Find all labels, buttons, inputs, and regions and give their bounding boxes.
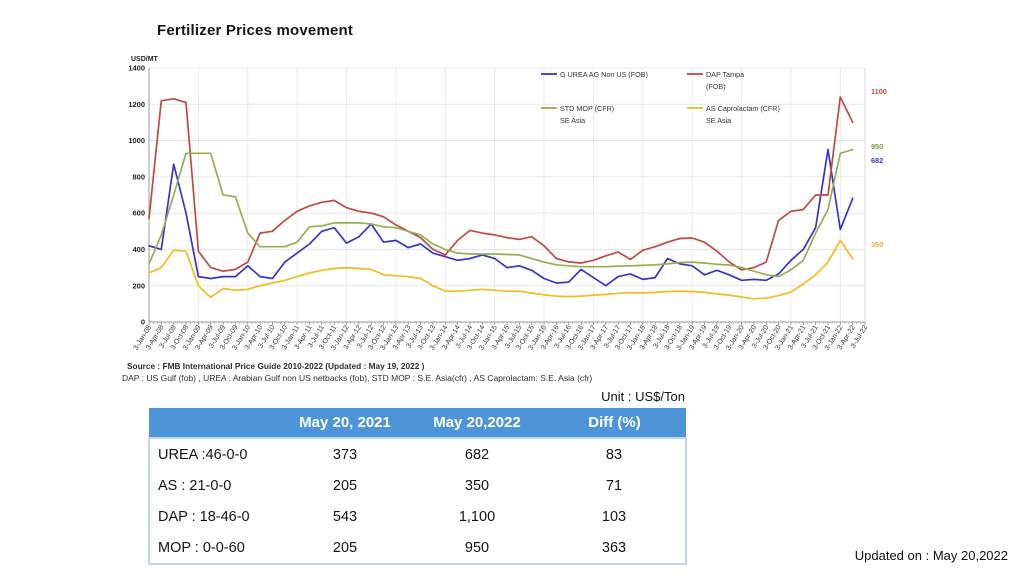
product-label: DAP : 18-46-0	[149, 501, 279, 532]
price-2022: 682	[411, 438, 543, 470]
legend-label-mop: STD MOP (CFR)	[560, 104, 614, 113]
y-tick-label: 0	[141, 318, 145, 327]
chart-title: Fertilizer Prices movement	[157, 22, 354, 39]
diff-percent: 71	[543, 470, 686, 501]
diff-percent: 363	[543, 532, 686, 564]
price-2022: 950	[411, 532, 543, 564]
updated-on-label: Updated on : May 20,2022	[854, 548, 1008, 563]
series-line-urea	[148, 148, 854, 287]
table-row-dap: DAP : 18-46-0 543 1,100 103	[149, 501, 686, 532]
definitions-note: DAP : US Gulf (fob) , UREA : Arabian Gul…	[122, 373, 593, 383]
price-comparison-table: May 20, 2021 May 20,2022 Diff (%) UREA :…	[148, 408, 687, 565]
legend-label-urea: G UREA AG Non US (FOB)	[560, 70, 648, 79]
table-row-as: AS : 21-0-0 205 350 71	[149, 470, 686, 501]
source-note: Source : FMB International Price Guide 2…	[127, 361, 425, 371]
y-tick-label: 1200	[128, 100, 145, 109]
end-value-label: 1100	[871, 87, 887, 96]
diff-percent: 103	[543, 501, 686, 532]
end-value-label: 950	[871, 142, 883, 151]
legend-label-as: SE Asia	[706, 116, 731, 125]
table-header-blank	[149, 408, 279, 438]
price-2021: 373	[279, 438, 411, 470]
unit-label: Unit : US$/Ton	[601, 389, 685, 404]
fertilizer-prices-line-chart: USD/MT02004006008001000120014003-Jan-083…	[128, 56, 887, 352]
diff-percent: 83	[543, 438, 686, 470]
table-row-urea: UREA :46-0-0 373 682 83	[149, 438, 686, 470]
price-2021: 205	[279, 470, 411, 501]
product-label: AS : 21-0-0	[149, 470, 279, 501]
table-header-may-2022: May 20,2022	[411, 408, 543, 438]
price-2022: 1,100	[411, 501, 543, 532]
legend-label-dap: (FOB)	[706, 82, 726, 91]
legend-label-dap: DAP Tampa	[706, 70, 744, 79]
series-line-dap	[148, 96, 854, 273]
end-value-label: 682	[871, 156, 883, 165]
table-row-mop: MOP : 0-0-60 205 950 363	[149, 532, 686, 564]
table-header-diff: Diff (%)	[543, 408, 686, 438]
product-label: UREA :46-0-0	[149, 438, 279, 470]
price-2021: 543	[279, 501, 411, 532]
y-tick-label: 800	[132, 172, 145, 181]
price-2022: 350	[411, 470, 543, 501]
table-header-may-2021: May 20, 2021	[279, 408, 411, 438]
y-axis-title: USD/MT	[131, 56, 159, 63]
table-header-row: May 20, 2021 May 20,2022 Diff (%)	[149, 408, 686, 438]
y-tick-label: 400	[132, 245, 145, 254]
series-line-mop	[148, 148, 854, 278]
series-line-as	[148, 239, 854, 300]
y-tick-label: 600	[132, 209, 145, 218]
product-label: MOP : 0-0-60	[149, 532, 279, 564]
y-tick-label: 1000	[128, 136, 145, 145]
legend-label-mop: SE Asia	[560, 116, 585, 125]
price-2021: 205	[279, 532, 411, 564]
y-tick-label: 200	[132, 281, 145, 290]
y-tick-label: 1400	[128, 64, 145, 73]
end-value-label: 350	[871, 240, 883, 249]
legend-label-as: AS Caprolactam (CFR)	[706, 104, 780, 113]
